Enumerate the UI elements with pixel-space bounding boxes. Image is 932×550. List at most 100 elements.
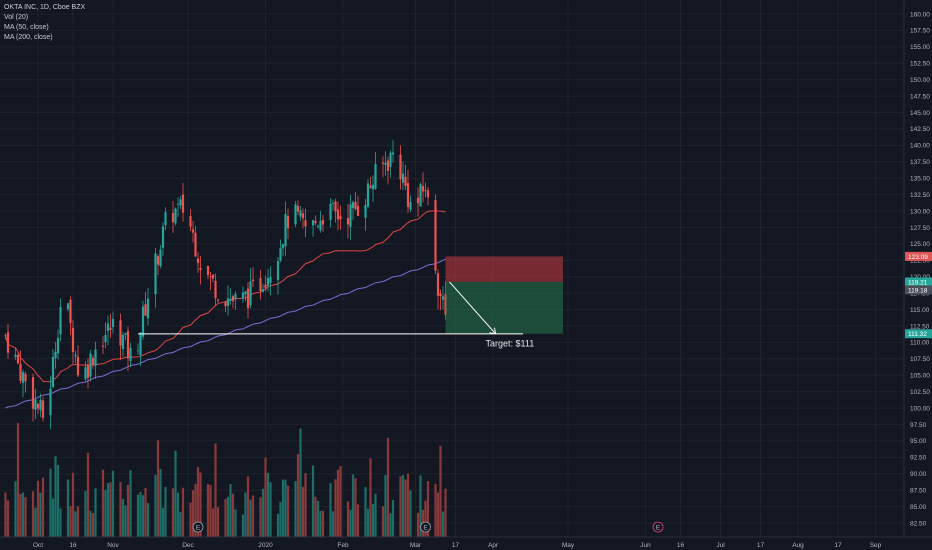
candle-body [89, 353, 92, 377]
price-tick-label: 102.50 [910, 389, 930, 396]
volume-bar [66, 479, 70, 537]
volume-bar [194, 483, 197, 537]
earnings-marker [652, 521, 664, 533]
candle-body [124, 333, 127, 335]
target-arrow-head [489, 327, 496, 335]
volume-bar [279, 501, 282, 537]
candle-body [374, 163, 377, 189]
volume-bar [374, 493, 377, 537]
legend-ma200[interactable]: MA (200, close) [4, 34, 53, 41]
earnings-marker-label: E [423, 524, 428, 531]
candle-body [226, 298, 230, 306]
volume-bar [159, 468, 162, 537]
drawings[interactable]: Target: $111 [138, 256, 563, 349]
candle-body [434, 199, 437, 271]
candle-body [206, 265, 210, 275]
volume-bar [34, 507, 37, 537]
candle-body [161, 226, 165, 248]
legend-vol[interactable]: Vol (20) [4, 14, 29, 21]
price-tag [905, 329, 932, 339]
volume-bar [264, 457, 267, 537]
candle-body [129, 347, 132, 362]
candle-body [364, 205, 367, 218]
candle-body [191, 229, 195, 233]
price-tick-label: 105.00 [910, 373, 930, 380]
time-tick-label: Jun [640, 542, 651, 549]
candle-body [31, 377, 35, 409]
candle-body [301, 213, 305, 219]
candle-body [86, 364, 90, 378]
candle-body [159, 249, 162, 267]
candle-body [121, 334, 125, 349]
volume-bar [234, 509, 237, 537]
candle-body [224, 302, 227, 307]
candle-body [21, 372, 25, 383]
volume-bar [6, 500, 10, 537]
chart-grid [0, 0, 904, 537]
volume-bar [304, 473, 307, 537]
volume-bar [311, 465, 315, 537]
volume-bar [179, 511, 182, 537]
price-tick-label: 115.00 [910, 307, 930, 314]
volume-bar [334, 479, 337, 537]
earnings-marker [420, 521, 431, 533]
candle-body [366, 183, 370, 207]
candle-body [241, 292, 245, 299]
candle-body [154, 253, 157, 295]
candle-body [196, 258, 200, 264]
legend-symbol[interactable]: OKTA INC, 1D, Cboe BZX [4, 4, 86, 11]
volume-bar [409, 490, 412, 537]
time-axis[interactable]: Oct 16 Nov Dec 2020 Feb Mar 17 Apr May Jun 16 Jul 17 A… [0, 536, 932, 550]
time-tick-label: Dec [182, 542, 194, 549]
price-tick-label: 132.50 [910, 192, 930, 199]
volume-bar [36, 480, 40, 537]
candle-body [111, 318, 115, 328]
volume-bar [51, 498, 55, 537]
volume-bar [329, 483, 332, 537]
candle-body [276, 261, 280, 281]
candle-body [229, 299, 232, 301]
volume-bar [246, 476, 250, 537]
time-tick-label: 2020 [258, 542, 273, 549]
volume-bar [121, 498, 125, 537]
legend-ma50[interactable]: MA (50, close) [4, 24, 49, 31]
price-tick-label: 92.50 [910, 455, 927, 462]
candle-body [316, 226, 320, 228]
volume-bar [69, 506, 72, 537]
volume-bar [244, 492, 247, 537]
candle-body [334, 201, 337, 212]
volume-bar [356, 504, 360, 537]
candle-body [51, 356, 55, 388]
volume-bar [84, 490, 87, 537]
candle-body [69, 299, 72, 324]
price-tick-label: 90.00 [910, 471, 927, 478]
volume-bar [276, 513, 280, 537]
volume-bar [391, 500, 395, 537]
candle-body [329, 203, 332, 221]
time-tick-label: Mar [410, 542, 422, 549]
candle-body [164, 212, 167, 226]
candle-body [371, 184, 375, 190]
price-tick-label: 160.00 [910, 11, 930, 18]
candle-body [266, 277, 270, 286]
time-tick-label: Oct [33, 542, 43, 549]
volume-bar [439, 445, 442, 537]
ma50-path [5, 210, 446, 383]
candle-body [189, 216, 192, 227]
candle-body [294, 204, 297, 225]
price-tag [905, 251, 932, 261]
candle-body [351, 202, 355, 209]
candle-body [296, 205, 300, 212]
volume-bar [331, 511, 335, 537]
volume-bar [261, 488, 265, 537]
volume-bar [424, 500, 427, 537]
price-tick-label: 95.00 [910, 438, 927, 445]
volume-bar [281, 479, 285, 537]
volume-bar [141, 495, 145, 537]
candle-body [319, 220, 322, 231]
volume-bar [31, 491, 35, 537]
candle-body [389, 152, 392, 167]
price-axis[interactable]: 160.00 157.50 155.00 152.50 150.00 147.50 145.… [903, 0, 932, 550]
